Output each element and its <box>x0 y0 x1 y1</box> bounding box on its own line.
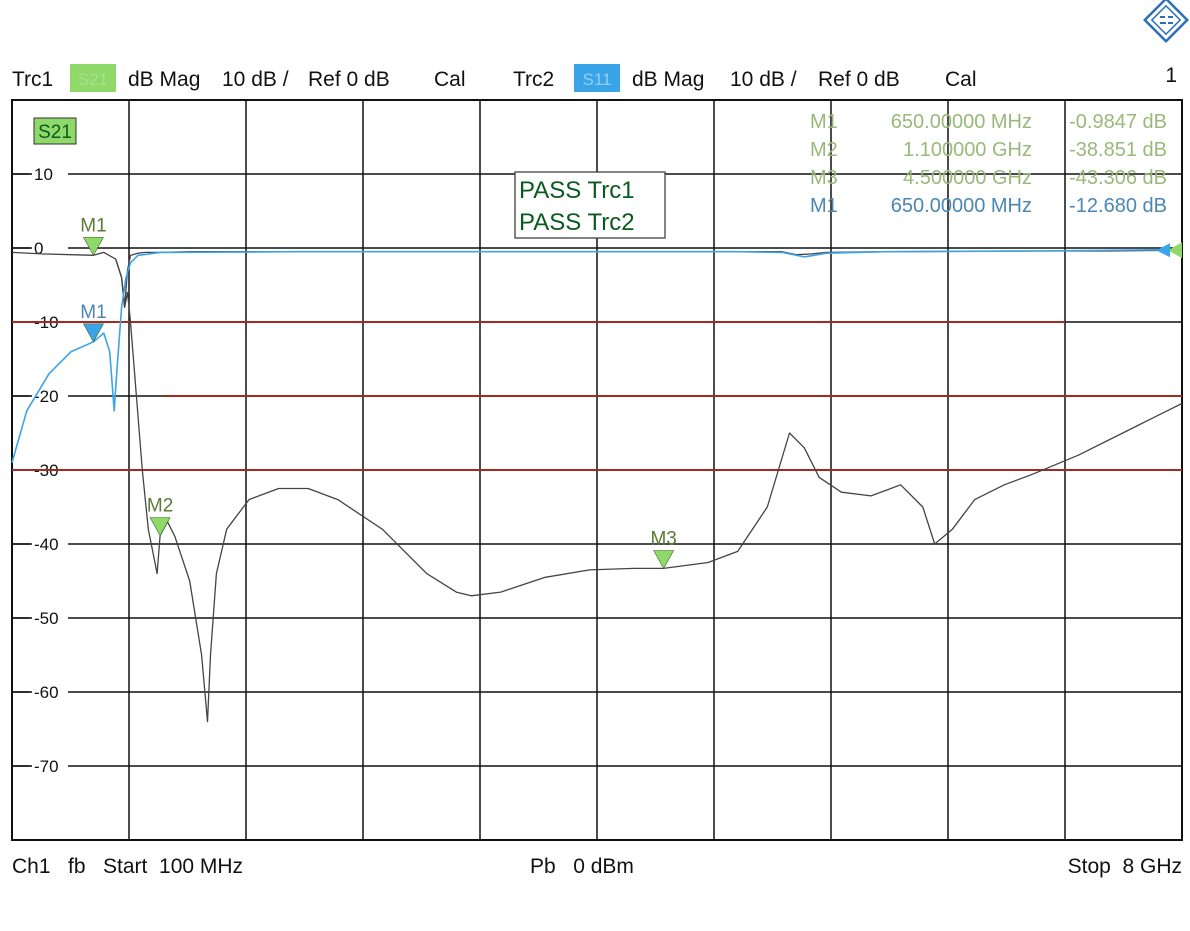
channel-number: 1 <box>1165 64 1177 87</box>
footer-stop[interactable]: Stop 8 GHz <box>1068 855 1182 878</box>
marker-triangle[interactable] <box>149 517 171 537</box>
trc2-ref: Ref 0 dB <box>818 68 900 91</box>
trc1-ref: Ref 0 dB <box>308 68 390 91</box>
y-tick-label: -50 <box>34 609 59 628</box>
trace-label: S21 <box>38 122 72 143</box>
trace-label-badge[interactable] <box>33 117 77 145</box>
footer-start[interactable]: Start 100 MHz <box>103 855 243 878</box>
marker-table-name: M1 <box>810 111 838 133</box>
y-tick-label: -70 <box>34 757 59 776</box>
trc1-format: dB Mag <box>128 68 200 91</box>
trc2-badge-label: S11 <box>583 70 612 89</box>
y-tick-bg <box>30 682 68 700</box>
marker-table-name: M2 <box>810 139 838 161</box>
y-tick-bg <box>30 164 68 182</box>
marker-table-freq: 4.500000 GHz <box>903 167 1032 189</box>
trc1-cal: Cal <box>434 68 466 91</box>
limit-lines <box>12 321 1182 471</box>
y-tick-label: 10 <box>34 165 53 184</box>
trc1-badge-label: S21 <box>78 70 108 89</box>
y-tick-bg <box>30 238 68 256</box>
trc2-ref-arrow-icon <box>1156 243 1170 258</box>
y-tick-label: -40 <box>34 535 59 554</box>
trc2-name[interactable]: Trc2 <box>513 68 554 91</box>
y-tick-label: -60 <box>34 683 59 702</box>
footer-bar: Ch1 fb Start 100 MHz Pb 0 dBm Stop 8 GHz <box>12 855 1182 878</box>
trc2-cal: Cal <box>945 68 977 91</box>
trc1-name[interactable]: Trc1 <box>12 68 53 91</box>
marker-label: M3 <box>650 528 676 549</box>
footer-channel: Ch1 <box>12 855 51 878</box>
trc1-ref-arrow-icon <box>1168 242 1182 259</box>
marker-table-name: M1 <box>810 195 838 217</box>
markers: M1 M2 M3 M1 <box>80 215 1182 570</box>
marker-table-value: -12.680 dB <box>1069 195 1167 217</box>
marker-table-value: -0.9847 dB <box>1069 111 1167 133</box>
marker-table-name: M3 <box>810 167 838 189</box>
trace-trc1-stopband <box>115 258 1183 723</box>
trace-trc2 <box>11 248 1183 463</box>
marker-label: M1 <box>80 215 106 236</box>
trc2-format: dB Mag <box>632 68 704 91</box>
marker-triangle[interactable] <box>82 323 104 343</box>
marker-table: M1 650.00000 MHz -0.9847 dB M2 1.100000 GHz -… <box>810 111 1167 217</box>
marker-table-value: -38.851 dB <box>1069 139 1167 161</box>
marker-table-freq: 650.00000 MHz <box>891 111 1032 133</box>
marker-triangle[interactable] <box>653 550 675 570</box>
marker-label: M2 <box>147 495 173 516</box>
y-tick-bg <box>30 756 68 774</box>
y-tick-bg <box>30 608 68 626</box>
marker-label: M1 <box>80 302 106 323</box>
pass-indicator: PASS Trc1 PASS Trc2 <box>514 171 666 239</box>
trc2-scale: 10 dB / <box>730 68 797 91</box>
pass-trc1: PASS Trc1 <box>519 177 635 204</box>
y-tick-label: 0 <box>34 239 43 258</box>
marker-table-value: -43.306 dB <box>1069 167 1167 189</box>
marker-table-freq: 1.100000 GHz <box>903 139 1032 161</box>
y-tick-label: -20 <box>34 387 59 406</box>
trc1-badge[interactable] <box>70 64 116 92</box>
header-bar: Trc1 S21 dB Mag 10 dB / Ref 0 dB Cal Trc… <box>12 64 1177 92</box>
y-tick-bg <box>30 534 68 552</box>
trc2-badge[interactable] <box>574 64 620 92</box>
marker-triangle[interactable] <box>82 236 104 256</box>
trc1-scale: 10 dB / <box>222 68 289 91</box>
footer-mode: fb <box>68 855 86 878</box>
pass-trc2: PASS Trc2 <box>519 209 635 236</box>
rohde-schwarz-logo-icon <box>1143 0 1189 43</box>
traces <box>11 248 1183 723</box>
footer-power[interactable]: Pb 0 dBm <box>530 855 634 878</box>
marker-table-freq: 650.00000 MHz <box>891 195 1032 217</box>
